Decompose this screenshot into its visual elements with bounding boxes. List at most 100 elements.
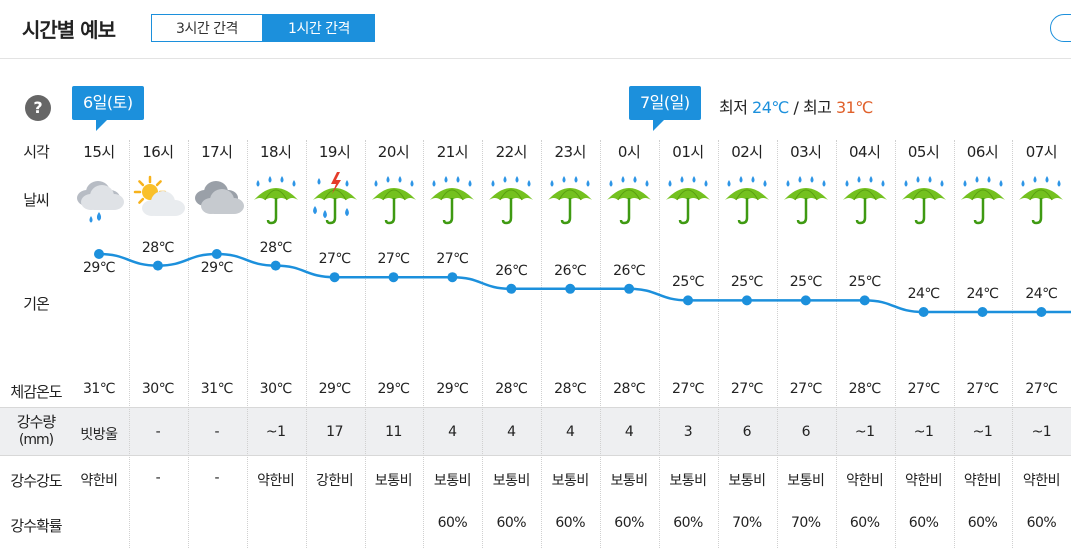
min-temp-label: 최저 [719,98,748,117]
hour-label: 20시 [377,143,410,161]
scroll-right-button[interactable] [1050,14,1071,42]
temperature-point [447,272,458,283]
umbrella-rain-icon [1013,172,1069,230]
temperature-value: 26℃ [613,262,646,279]
precip-amount: ~1 [913,424,934,440]
precip-probability: 60% [849,515,880,531]
precip-intensity: 보통비 [787,473,825,489]
row-label-precip-unit: (mm) [18,432,54,448]
temperature-value: 26℃ [495,262,528,279]
feels-like-temp: 30℃ [141,381,175,397]
hour-label: 06시 [966,143,999,161]
umbrella-rain-icon [601,172,657,230]
hour-label: 15시 [83,143,115,161]
temperature-point [329,272,340,283]
feels-like-temp: 27℃ [1025,381,1058,397]
temperature-value: 26℃ [554,262,587,279]
precip-probability: 60% [437,515,468,531]
precip-intensity: 보통비 [669,473,707,489]
column-divider [246,140,248,548]
help-icon[interactable]: ? [25,95,51,121]
max-temp-value: 31℃ [836,98,873,117]
cloud-rain-icon [71,172,127,230]
feels-like-temp: 29℃ [436,381,469,397]
forecast-header: 시간별 예보 3시간 간격 1시간 간격 [0,0,1071,59]
column-divider [835,140,837,548]
feels-like-temp: 27℃ [789,381,823,397]
umbrella-rain-icon [248,172,304,230]
column-divider [364,140,366,548]
umbrella-rain-icon [483,172,539,230]
min-max-temp: 최저 24℃ / 최고 31℃ [719,94,873,118]
day-badge-tomorrow: 7일(일) [629,86,701,131]
temperature-value: 27℃ [377,251,410,268]
page-title: 시간별 예보 [22,18,116,42]
precip-intensity: 약한비 [80,473,118,489]
row-label-precip: 강수량 [16,413,56,431]
temperature-value: 28℃ [259,239,293,256]
column-divider [187,140,189,548]
feels-like-temp: 28℃ [613,381,646,397]
precip-amount: 11 [385,424,402,440]
feels-like-temp: 27℃ [730,381,764,397]
precip-intensity: 보통비 [433,473,472,489]
column-divider [423,140,425,548]
row-label-intensity: 강수강도 [10,472,62,490]
temperature-point [1036,307,1047,317]
column-divider [541,140,543,548]
temperature-point [506,283,517,294]
temperature-point [918,307,929,317]
precip-intensity: 보통비 [728,473,766,489]
tab-1-hour[interactable]: 1시간 간격 [263,14,375,42]
precip-intensity: 보통비 [374,473,413,489]
temperature-value: 27℃ [436,251,469,268]
separator: / [793,98,799,117]
hour-label: 19시 [318,143,351,161]
precip-amount: 6 [801,424,811,440]
temperature-point [388,272,399,283]
precip-intensity: 강한비 [316,473,354,489]
day-label: 6일(토) [83,93,133,112]
precip-probability: 70% [732,515,762,531]
day-badge-today: 6일(토) [72,86,144,131]
temperature-point [624,283,635,294]
column-divider [776,140,778,548]
precip-probability: 60% [555,515,585,531]
precip-amount: 빗방울 [80,427,118,443]
precip-amount: 4 [448,424,457,440]
umbrella-rain-icon [955,172,1011,230]
precip-amount: 4 [507,424,516,440]
precip-intensity: - [214,470,220,486]
column-divider [953,140,955,548]
column-divider [717,140,719,548]
temperature-point [565,283,576,294]
feels-like-temp: 31℃ [200,381,234,397]
hour-label: 03시 [790,143,822,161]
precip-probability: 60% [496,515,527,531]
temperature-value: 25℃ [730,274,764,291]
temperature-value: 29℃ [200,260,234,276]
column-divider [482,140,484,548]
precip-probability: 60% [908,515,939,531]
hour-label: 16시 [142,143,174,161]
feels-like-temp: 27℃ [966,381,999,397]
precip-intensity: 약한비 [905,473,943,489]
feels-like-temp: 30℃ [259,381,293,397]
temperature-value: 25℃ [789,274,823,291]
hour-label: 07시 [1025,143,1058,161]
temperature-point [270,260,281,271]
tab-3-hour[interactable]: 3시간 간격 [151,14,263,42]
hour-label: 23시 [554,143,586,161]
temperature-value: 24℃ [907,286,941,302]
umbrella-rain-icon [542,172,598,230]
column-divider [305,140,307,548]
temperature-point [211,249,222,259]
feels-like-temp: 28℃ [554,381,587,397]
precip-amount: 4 [624,424,634,440]
hour-label: 01시 [672,143,704,161]
interval-tabs: 3시간 간격 1시간 간격 [151,14,375,42]
precip-amount: 3 [683,424,693,440]
temperature-point [94,249,104,259]
temperature-point [800,295,811,306]
precip-intensity: 약한비 [257,473,295,489]
